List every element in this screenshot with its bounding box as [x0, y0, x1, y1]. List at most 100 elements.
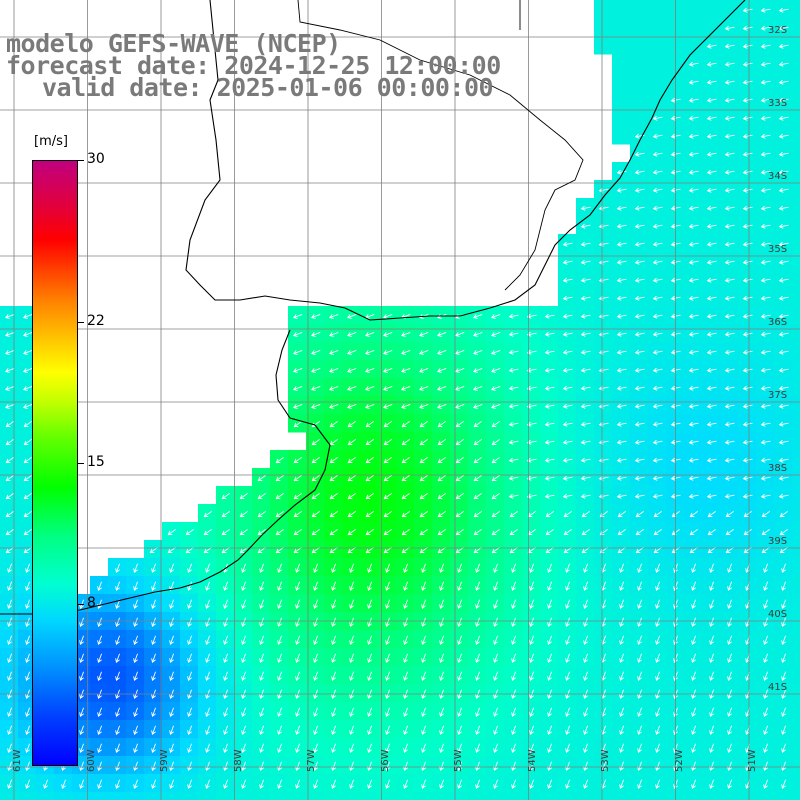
wind-arrow [401, 511, 410, 518]
wind-cell [792, 792, 800, 800]
wind-arrow [709, 725, 714, 736]
wind-arrow [473, 529, 482, 536]
wind-cell [342, 468, 361, 487]
wind-arrow [43, 779, 48, 790]
wind-cell [792, 288, 800, 307]
wind-cell [612, 324, 631, 343]
wind-cell [450, 306, 469, 325]
wind-arrow [763, 725, 768, 736]
wind-cell [756, 576, 775, 595]
wind-cell [0, 360, 19, 379]
wind-arrow [655, 671, 660, 682]
wind-cell [738, 450, 757, 469]
wind-arrow [473, 475, 482, 482]
wind-cell [306, 522, 325, 541]
wind-arrow [724, 43, 735, 49]
wind-cell [756, 126, 775, 145]
wind-cell [684, 360, 703, 379]
wind-arrow [616, 187, 627, 193]
wind-arrow [508, 313, 519, 319]
wind-arrow [328, 332, 339, 337]
wind-cell [576, 522, 595, 541]
wind-arrow [313, 761, 318, 772]
wind-arrow [727, 671, 732, 682]
wind-cell [702, 594, 721, 613]
wind-arrow [403, 635, 408, 646]
wind-arrow [706, 313, 717, 319]
wind-arrow [742, 205, 753, 211]
wind-arrow [688, 439, 699, 445]
wind-arrow [724, 331, 735, 337]
wind-arrow [454, 332, 465, 337]
wind-arrow [760, 7, 771, 13]
wind-cell [558, 738, 577, 757]
wind-arrow [22, 314, 33, 319]
wind-arrow [634, 187, 645, 193]
wind-cell [324, 414, 343, 433]
wind-cell [756, 432, 775, 451]
wind-cell [558, 252, 577, 271]
wind-cell [558, 450, 577, 469]
wind-arrow [490, 386, 501, 391]
wind-cell [576, 540, 595, 559]
wind-cell [504, 468, 523, 487]
wind-cell [414, 414, 433, 433]
wind-arrow [151, 707, 156, 718]
wind-cell [774, 288, 793, 307]
wind-arrow [346, 386, 357, 391]
wind-cell [684, 162, 703, 181]
wind-arrow [580, 439, 591, 445]
wind-cell [720, 288, 739, 307]
wind-arrow [223, 599, 228, 610]
wind-cell [756, 270, 775, 289]
wind-cell [540, 576, 559, 595]
wind-arrow [25, 725, 30, 736]
wind-cell [18, 558, 37, 577]
wind-cell [774, 684, 793, 703]
wind-cell [684, 288, 703, 307]
wind-cell [612, 126, 631, 145]
wind-cell [432, 774, 451, 793]
wind-cell [738, 414, 757, 433]
wind-cell [468, 432, 487, 451]
wind-cell [342, 360, 361, 379]
wind-cell [720, 450, 739, 469]
wind-cell [558, 774, 577, 793]
wind-cell [360, 630, 379, 649]
wind-arrow [526, 403, 537, 409]
wind-cell [576, 720, 595, 739]
wind-arrow [169, 653, 174, 664]
wind-cell [648, 198, 667, 217]
wind-cell [126, 576, 145, 595]
wind-arrow [653, 529, 662, 536]
wind-arrow [508, 403, 519, 409]
wind-cell [306, 504, 325, 523]
wind-cell [54, 792, 73, 800]
wind-cell [576, 378, 595, 397]
wind-arrow [763, 707, 768, 718]
wind-cell [756, 198, 775, 217]
wind-cell [144, 594, 163, 613]
wind-cell [594, 468, 613, 487]
wind-arrow [475, 635, 480, 646]
wind-cell [342, 630, 361, 649]
wind-cell [378, 702, 397, 721]
wind-cell [216, 630, 235, 649]
wind-arrow [580, 493, 591, 499]
wind-arrow [259, 761, 264, 772]
wind-cell [756, 396, 775, 415]
wind-arrow [724, 385, 735, 391]
wind-cell [612, 666, 631, 685]
wind-cell [18, 738, 37, 757]
wind-arrow [562, 241, 573, 247]
wind-cell [468, 720, 487, 739]
wind-arrow [581, 511, 590, 518]
wind-cell [486, 468, 505, 487]
wind-arrow [367, 599, 372, 610]
forecast-date: forecast date: 2024-12-25 12:00:00 [6, 51, 501, 80]
wind-arrow [742, 7, 753, 13]
wind-cell [684, 648, 703, 667]
wind-cell [648, 738, 667, 757]
wind-cell [648, 162, 667, 181]
